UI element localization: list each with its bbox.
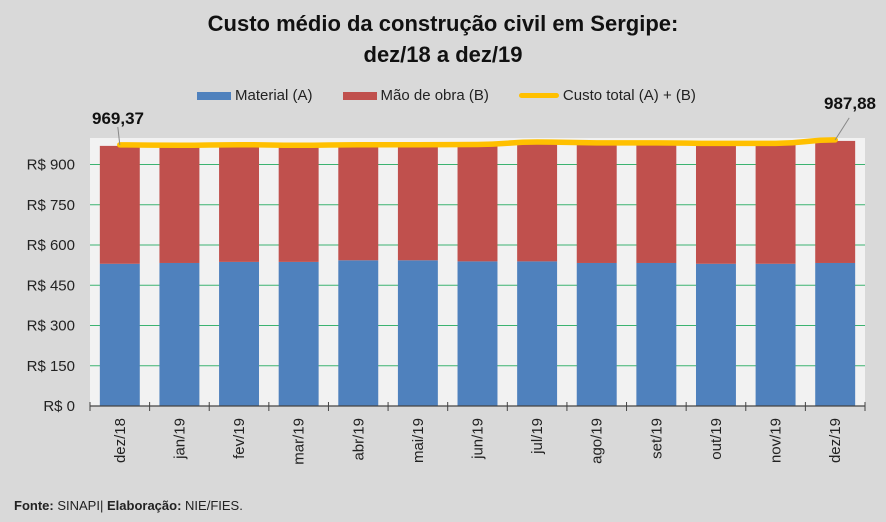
annotation-label: 987,88 [824,94,876,113]
bar-mao-de-obra [815,140,856,263]
y-tick-label: R$ 750 [27,197,75,214]
chart-title: Custo médio da construção civil em Sergi… [0,8,886,70]
bar-mao-de-obra [517,143,558,262]
x-tick-label: fev/19 [231,418,248,459]
annotation-leader [834,117,850,141]
footer-source-value: SINAPI [57,498,100,513]
x-tick-label: dez/18 [112,418,129,463]
legend-label-custo-total: Custo total (A) + (B) [562,87,696,104]
x-tick-label: abr/19 [350,418,367,461]
annotations: 969,37 987,88 [92,94,876,145]
bar-mao-de-obra [576,143,617,263]
bar-mao-de-obra [636,143,677,263]
y-tick-label: R$ 450 [27,277,75,294]
footer: Fonte: SINAPI| Elaboração: NIE/FIES. [14,498,243,513]
bar-mao-de-obra [338,145,379,261]
annotation-label: 969,37 [92,109,144,128]
bar-material [457,261,498,406]
y-tick-label: R$ 150 [27,358,75,375]
y-tick-label: R$ 600 [27,237,75,254]
legend: Material (A) Mão de obra (B) Custo total… [197,87,726,104]
x-tick-label: mar/19 [291,418,308,465]
footer-source-label: Fonte: [14,498,54,513]
bar-material [99,263,140,406]
bar-material [576,262,617,406]
footer-elaboration-label: Elaboração: [106,498,182,513]
y-axis-tick-labels: R$ 0 R$ 150 R$ 300 R$ 450 R$ 600 R$ 750 R$ 900 [27,157,75,416]
chart-title-line-2: dez/18 a dez/19 [363,42,523,67]
legend-swatch-material [197,91,231,100]
x-tick-label: jul/19 [529,418,546,455]
total-line [117,137,838,149]
bar-material [338,260,379,406]
legend-item-mao-de-obra: Mão de obra (B) [342,87,489,104]
bar-mao-de-obra [278,146,319,262]
footer-elaboration-value: NIE/FIES. [185,498,243,513]
x-tick-label: nov/19 [768,418,785,463]
x-axis-tick-labels: dez/18 jan/19 fev/19 mar/19 abr/19 mai/19 jun/… [112,418,844,465]
bar-mao-de-obra [397,145,438,261]
bar-material [219,261,260,406]
legend-swatch-custo-total [518,93,559,98]
y-tick-label: R$ 300 [27,318,75,335]
legend-swatch-mao-de-obra [342,91,377,100]
bars [99,140,856,406]
bar-mao-de-obra [457,145,498,262]
bar-material [815,262,856,406]
bar-material [517,261,558,406]
y-tick-label: R$ 0 [43,398,75,415]
x-tick-label: mai/19 [410,418,427,463]
bar-material [397,260,438,406]
bar-material [159,262,200,406]
bar-material [755,263,796,406]
chart-title-line-1: Custo médio da construção civil em Sergi… [207,11,679,36]
bar-material [695,263,736,406]
x-tick-label: ago/19 [589,418,606,464]
x-tick-label: out/19 [708,418,725,460]
x-axis [89,402,866,411]
legend-label-material: Material (A) [235,87,313,104]
bar-material [636,262,677,406]
legend-label-mao-de-obra: Mão de obra (B) [380,87,489,104]
bar-mao-de-obra [99,145,140,264]
legend-item-custo-total: Custo total (A) + (B) [518,87,696,104]
bar-mao-de-obra [219,145,260,262]
footer-separator: | [99,498,104,513]
bar-mao-de-obra [695,144,736,264]
x-tick-label: set/19 [648,418,665,459]
legend-item-material: Material (A) [197,87,313,104]
y-tick-label: R$ 900 [27,157,75,174]
annotation-leader [117,126,121,145]
x-tick-label: jun/19 [470,418,487,460]
x-tick-label: dez/19 [827,418,844,463]
x-tick-label: jan/19 [171,418,188,460]
bar-mao-de-obra [159,146,200,263]
bar-mao-de-obra [755,144,796,264]
bar-material [278,261,319,406]
